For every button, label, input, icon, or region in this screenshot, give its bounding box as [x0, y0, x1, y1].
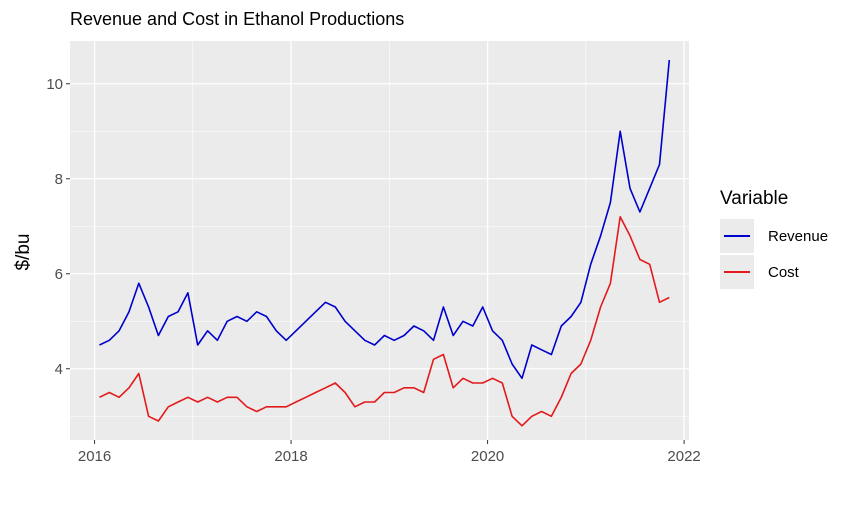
x-tick-label: 2022 — [667, 448, 700, 465]
x-tick-label: 2020 — [471, 448, 504, 465]
legend-item-revenue: Revenue — [720, 218, 828, 254]
grid-lines — [70, 41, 689, 440]
series-line-revenue — [99, 59, 671, 380]
legend-key-revenue — [720, 219, 754, 253]
series-lines — [99, 59, 671, 427]
series-line-cost — [99, 216, 670, 427]
legend-label-revenue: Revenue — [768, 227, 829, 245]
y-tick-label: 10 — [46, 76, 63, 93]
axis-ticks: 2016 2018 2020 2022 4 6 8 10 — [46, 76, 700, 465]
chart-title: Revenue and Cost in Ethanol Productions — [70, 9, 405, 29]
y-tick-label: 6 — [55, 266, 63, 283]
x-tick-label: 2016 — [78, 448, 111, 465]
plot-panel — [70, 41, 689, 440]
legend: Variable Revenue Cost — [720, 188, 828, 290]
x-tick-label: 2018 — [274, 448, 307, 465]
legend-item-cost: Cost — [720, 254, 828, 290]
y-tick-label: 8 — [55, 171, 63, 188]
legend-label-cost: Cost — [768, 263, 799, 281]
y-axis-title: $/bu — [13, 234, 34, 271]
panel-background — [70, 41, 689, 440]
legend-key-cost — [720, 255, 754, 289]
y-tick-label: 4 — [55, 361, 63, 378]
legend-title: Variable — [720, 188, 789, 209]
